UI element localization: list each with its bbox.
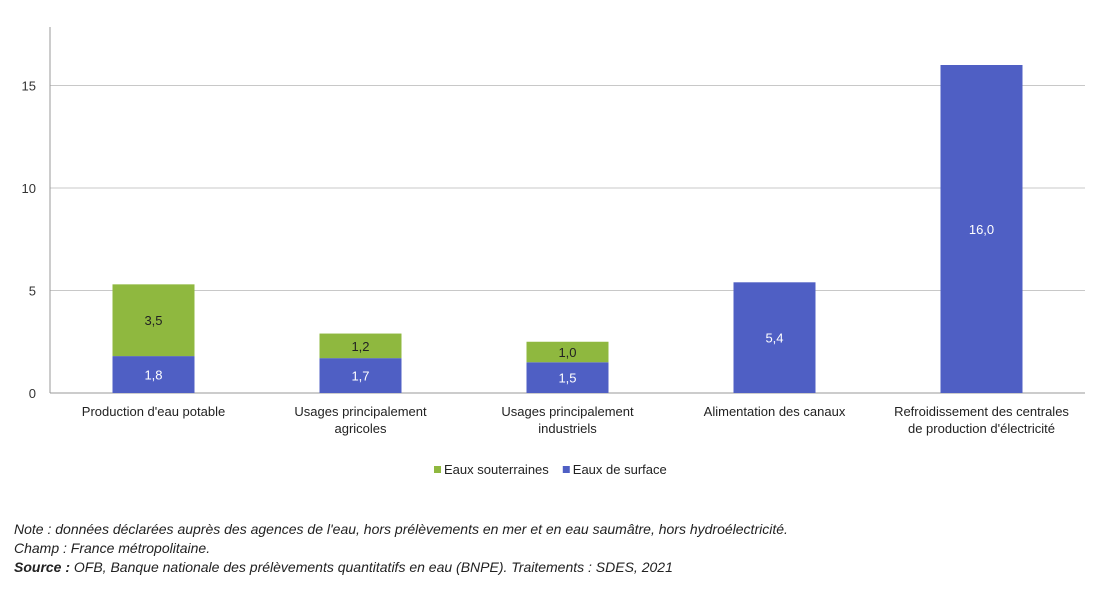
data-label: 1,7	[351, 369, 369, 384]
x-tick-label: Production d'eau potable	[82, 404, 225, 419]
data-label: 1,8	[144, 368, 162, 383]
champ-line: Champ : France métropolitaine.	[14, 540, 211, 556]
source-text: OFB, Banque nationale des prélèvements q…	[70, 559, 673, 575]
x-tick-label: de production d'électricité	[908, 421, 1055, 436]
x-tick-labels: Production d'eau potable Usages principal…	[82, 404, 1070, 436]
x-tick-label: Usages principalement	[501, 404, 634, 419]
bar-segment	[319, 358, 402, 393]
data-label: 1,0	[558, 345, 576, 360]
x-tick-label: Alimentation des canaux	[704, 404, 846, 419]
legend-swatch	[562, 466, 570, 473]
x-tick-label: Refroidissement des centrales	[894, 404, 1069, 419]
data-label: 1,5	[558, 371, 576, 386]
legend-swatch	[434, 466, 441, 473]
gridlines	[50, 85, 1085, 291]
bar-segment	[526, 362, 609, 393]
bar-segment	[733, 282, 816, 393]
data-label: 3,5	[144, 313, 162, 328]
y-tick-label: 15	[22, 79, 36, 94]
y-tick-label: 5	[29, 284, 36, 299]
data-label: 16,0	[969, 222, 994, 237]
bar-segment	[112, 284, 195, 357]
stacked-bar-chart: 0 5 10 15 1,8 3,5 1,7 1,2 1,5 1,0 5,4 16,0 Product…	[22, 27, 1085, 477]
x-tick-label: Usages principalement	[294, 404, 427, 419]
bars: 1,8 3,5 1,7 1,2 1,5 1,0 5,4 16,0	[112, 65, 1023, 393]
legend-entry: Eaux souterraines	[444, 462, 549, 477]
source-line: Source : OFB, Banque nationale des prélè…	[14, 558, 788, 577]
bar-segment	[940, 65, 1023, 393]
data-label: 5,4	[765, 331, 783, 346]
x-tick-label: industriels	[538, 421, 597, 436]
legend-entry: Eaux de surface	[573, 462, 667, 477]
source-label: Source :	[14, 559, 71, 575]
bar-segment	[319, 333, 402, 359]
y-tick-label: 10	[22, 181, 36, 196]
chart-notes: Note : données déclarées auprès des agen…	[14, 520, 788, 577]
bar-segment	[526, 341, 609, 363]
bar-segment	[112, 356, 195, 393]
note-line: Note : données déclarées auprès des agen…	[14, 521, 788, 537]
x-tick-label: agricoles	[334, 421, 387, 436]
y-tick-label: 0	[29, 386, 36, 401]
legend: Eaux souterraines Eaux de surface	[434, 462, 667, 477]
data-label: 1,2	[351, 339, 369, 354]
